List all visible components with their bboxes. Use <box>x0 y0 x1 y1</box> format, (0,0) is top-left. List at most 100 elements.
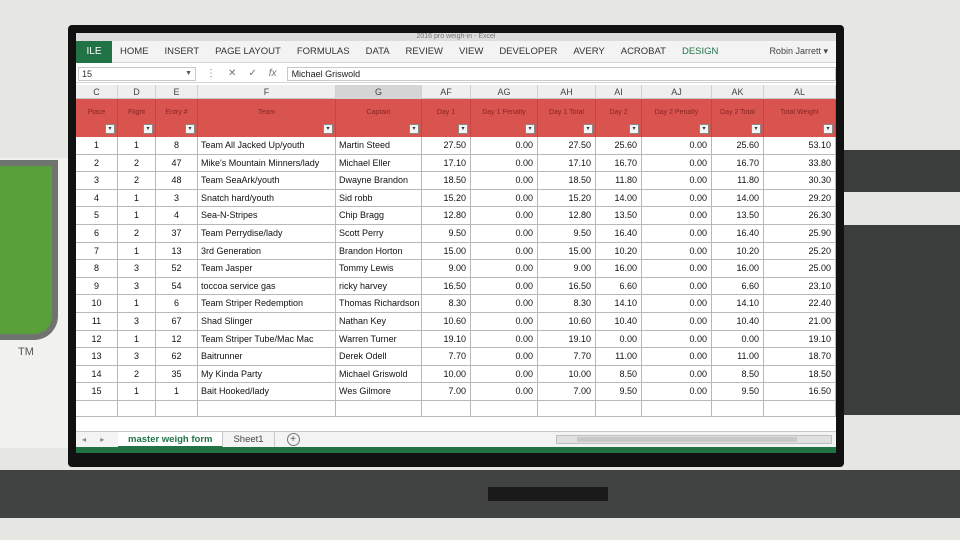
cancel-icon[interactable]: ✕ <box>228 68 237 79</box>
table-cell[interactable]: 10.40 <box>712 312 764 331</box>
table-cell[interactable]: 16.50 <box>422 277 471 296</box>
table-cell[interactable]: 0.00 <box>471 312 538 331</box>
table-cell[interactable]: Team SeaArk/youth <box>198 172 336 190</box>
table-cell[interactable]: 0.00 <box>471 224 538 243</box>
ribbon-tab-data[interactable]: DATA <box>365 46 390 57</box>
table-cell[interactable]: 3 <box>118 348 156 366</box>
table-cell[interactable]: 16.40 <box>596 224 642 243</box>
table-cell[interactable]: 18.50 <box>538 172 596 190</box>
table-cell[interactable]: Warren Turner <box>336 330 422 349</box>
table-cell[interactable]: 1 <box>76 137 118 155</box>
table-cell[interactable]: 13 <box>156 242 198 261</box>
table-cell[interactable]: 0.00 <box>642 383 712 401</box>
table-cell[interactable]: 35 <box>156 365 198 384</box>
table-cell[interactable]: Team Perrydise/lady <box>198 224 336 243</box>
table-cell[interactable]: 9.50 <box>422 224 471 243</box>
column-header-e[interactable]: E <box>156 85 198 99</box>
table-cell[interactable]: 3 <box>118 312 156 331</box>
table-cell[interactable]: 54 <box>156 277 198 296</box>
enter-icon[interactable]: ✓ <box>248 68 257 79</box>
table-cell-empty[interactable] <box>76 400 118 417</box>
table-cell[interactable]: 0.00 <box>471 383 538 401</box>
table-cell[interactable]: 13.50 <box>712 207 764 225</box>
table-cell[interactable]: Team Jasper <box>198 260 336 278</box>
table-cell[interactable]: 14.10 <box>596 295 642 313</box>
table-cell[interactable]: 15 <box>76 383 118 401</box>
table-cell[interactable]: 10.00 <box>422 365 471 384</box>
table-cell[interactable]: 2 <box>118 172 156 190</box>
ribbon-tab-design[interactable]: DESIGN <box>681 46 719 57</box>
ribbon-tab-view[interactable]: VIEW <box>459 46 484 57</box>
table-cell[interactable]: 9.50 <box>538 224 596 243</box>
table-cell[interactable]: Shad Slinger <box>198 312 336 331</box>
table-cell[interactable]: 11.00 <box>596 348 642 366</box>
table-cell[interactable]: 3 <box>118 260 156 278</box>
table-cell[interactable]: 0.00 <box>471 172 538 190</box>
table-cell[interactable]: 30.30 <box>764 172 836 190</box>
filter-dropdown-icon[interactable]: ▾ <box>823 124 833 134</box>
column-header-ai[interactable]: AI <box>596 85 642 99</box>
column-header-aj[interactable]: AJ <box>642 85 712 99</box>
table-cell[interactable]: 0.00 <box>471 242 538 261</box>
table-cell[interactable]: Brandon Horton <box>336 242 422 261</box>
table-cell-empty[interactable] <box>422 400 471 417</box>
table-cell[interactable]: Tommy Lewis <box>336 260 422 278</box>
filter-dropdown-icon[interactable]: ▾ <box>751 124 761 134</box>
table-cell-empty[interactable] <box>712 400 764 417</box>
table-cell[interactable]: 0.00 <box>642 295 712 313</box>
table-cell[interactable]: Michael Eller <box>336 154 422 173</box>
table-cell-empty[interactable] <box>471 400 538 417</box>
table-cell[interactable]: 6.60 <box>596 277 642 296</box>
table-cell[interactable]: 25.90 <box>764 224 836 243</box>
table-cell[interactable]: 11 <box>76 312 118 331</box>
table-cell[interactable]: 14.00 <box>712 189 764 208</box>
column-header-f[interactable]: F <box>198 85 336 99</box>
table-cell[interactable]: 15.20 <box>538 189 596 208</box>
table-cell[interactable]: 9 <box>76 277 118 296</box>
filter-dropdown-icon[interactable]: ▾ <box>629 124 639 134</box>
table-cell[interactable]: 0.00 <box>642 348 712 366</box>
table-cell-empty[interactable] <box>198 400 336 417</box>
table-cell[interactable]: 18.50 <box>764 365 836 384</box>
table-cell[interactable]: 11.00 <box>712 348 764 366</box>
table-cell[interactable]: 16.70 <box>596 154 642 173</box>
filter-dropdown-icon[interactable]: ▾ <box>525 124 535 134</box>
table-cell[interactable]: 0.00 <box>642 260 712 278</box>
column-header-al[interactable]: AL <box>764 85 836 99</box>
table-cell[interactable]: 25.60 <box>712 137 764 155</box>
table-cell[interactable]: 25.20 <box>764 242 836 261</box>
filter-dropdown-icon[interactable]: ▾ <box>409 124 419 134</box>
table-cell[interactable]: 0.00 <box>642 365 712 384</box>
table-cell[interactable]: Sea-N-Stripes <box>198 207 336 225</box>
table-cell[interactable]: 16.70 <box>712 154 764 173</box>
table-cell[interactable]: Chip Bragg <box>336 207 422 225</box>
table-cell[interactable]: 3rd Generation <box>198 242 336 261</box>
table-cell[interactable]: 23.10 <box>764 277 836 296</box>
table-cell[interactable]: 0.00 <box>642 172 712 190</box>
add-sheet-icon[interactable]: + <box>286 433 300 446</box>
table-cell[interactable]: 0.00 <box>642 207 712 225</box>
column-header-d[interactable]: D <box>118 85 156 99</box>
table-cell[interactable]: 0.00 <box>471 365 538 384</box>
column-header-ak[interactable]: AK <box>712 85 764 99</box>
table-cell[interactable]: Team All Jacked Up/youth <box>198 137 336 155</box>
table-cell[interactable]: Team Striper Tube/Mac Mac <box>198 330 336 349</box>
table-cell[interactable]: 9.50 <box>596 383 642 401</box>
table-cell[interactable]: 0.00 <box>471 277 538 296</box>
table-cell[interactable]: 0.00 <box>642 312 712 331</box>
filter-dropdown-icon[interactable]: ▾ <box>323 124 333 134</box>
table-cell[interactable]: toccoa service gas <box>198 277 336 296</box>
table-cell[interactable]: 1 <box>118 189 156 208</box>
table-cell[interactable]: 3 <box>156 189 198 208</box>
table-cell[interactable]: 29.20 <box>764 189 836 208</box>
table-cell[interactable]: Dwayne Brandon <box>336 172 422 190</box>
table-cell[interactable]: Mike's Mountain Minners/lady <box>198 154 336 173</box>
filter-dropdown-icon[interactable]: ▾ <box>699 124 709 134</box>
table-cell[interactable]: 62 <box>156 348 198 366</box>
sheet-tab-master[interactable]: master weigh form <box>118 431 224 448</box>
table-cell[interactable]: 10 <box>76 295 118 313</box>
table-cell[interactable]: 0.00 <box>642 189 712 208</box>
table-cell[interactable]: 10.00 <box>538 365 596 384</box>
table-cell[interactable]: 12.80 <box>422 207 471 225</box>
table-cell[interactable]: 26.30 <box>764 207 836 225</box>
